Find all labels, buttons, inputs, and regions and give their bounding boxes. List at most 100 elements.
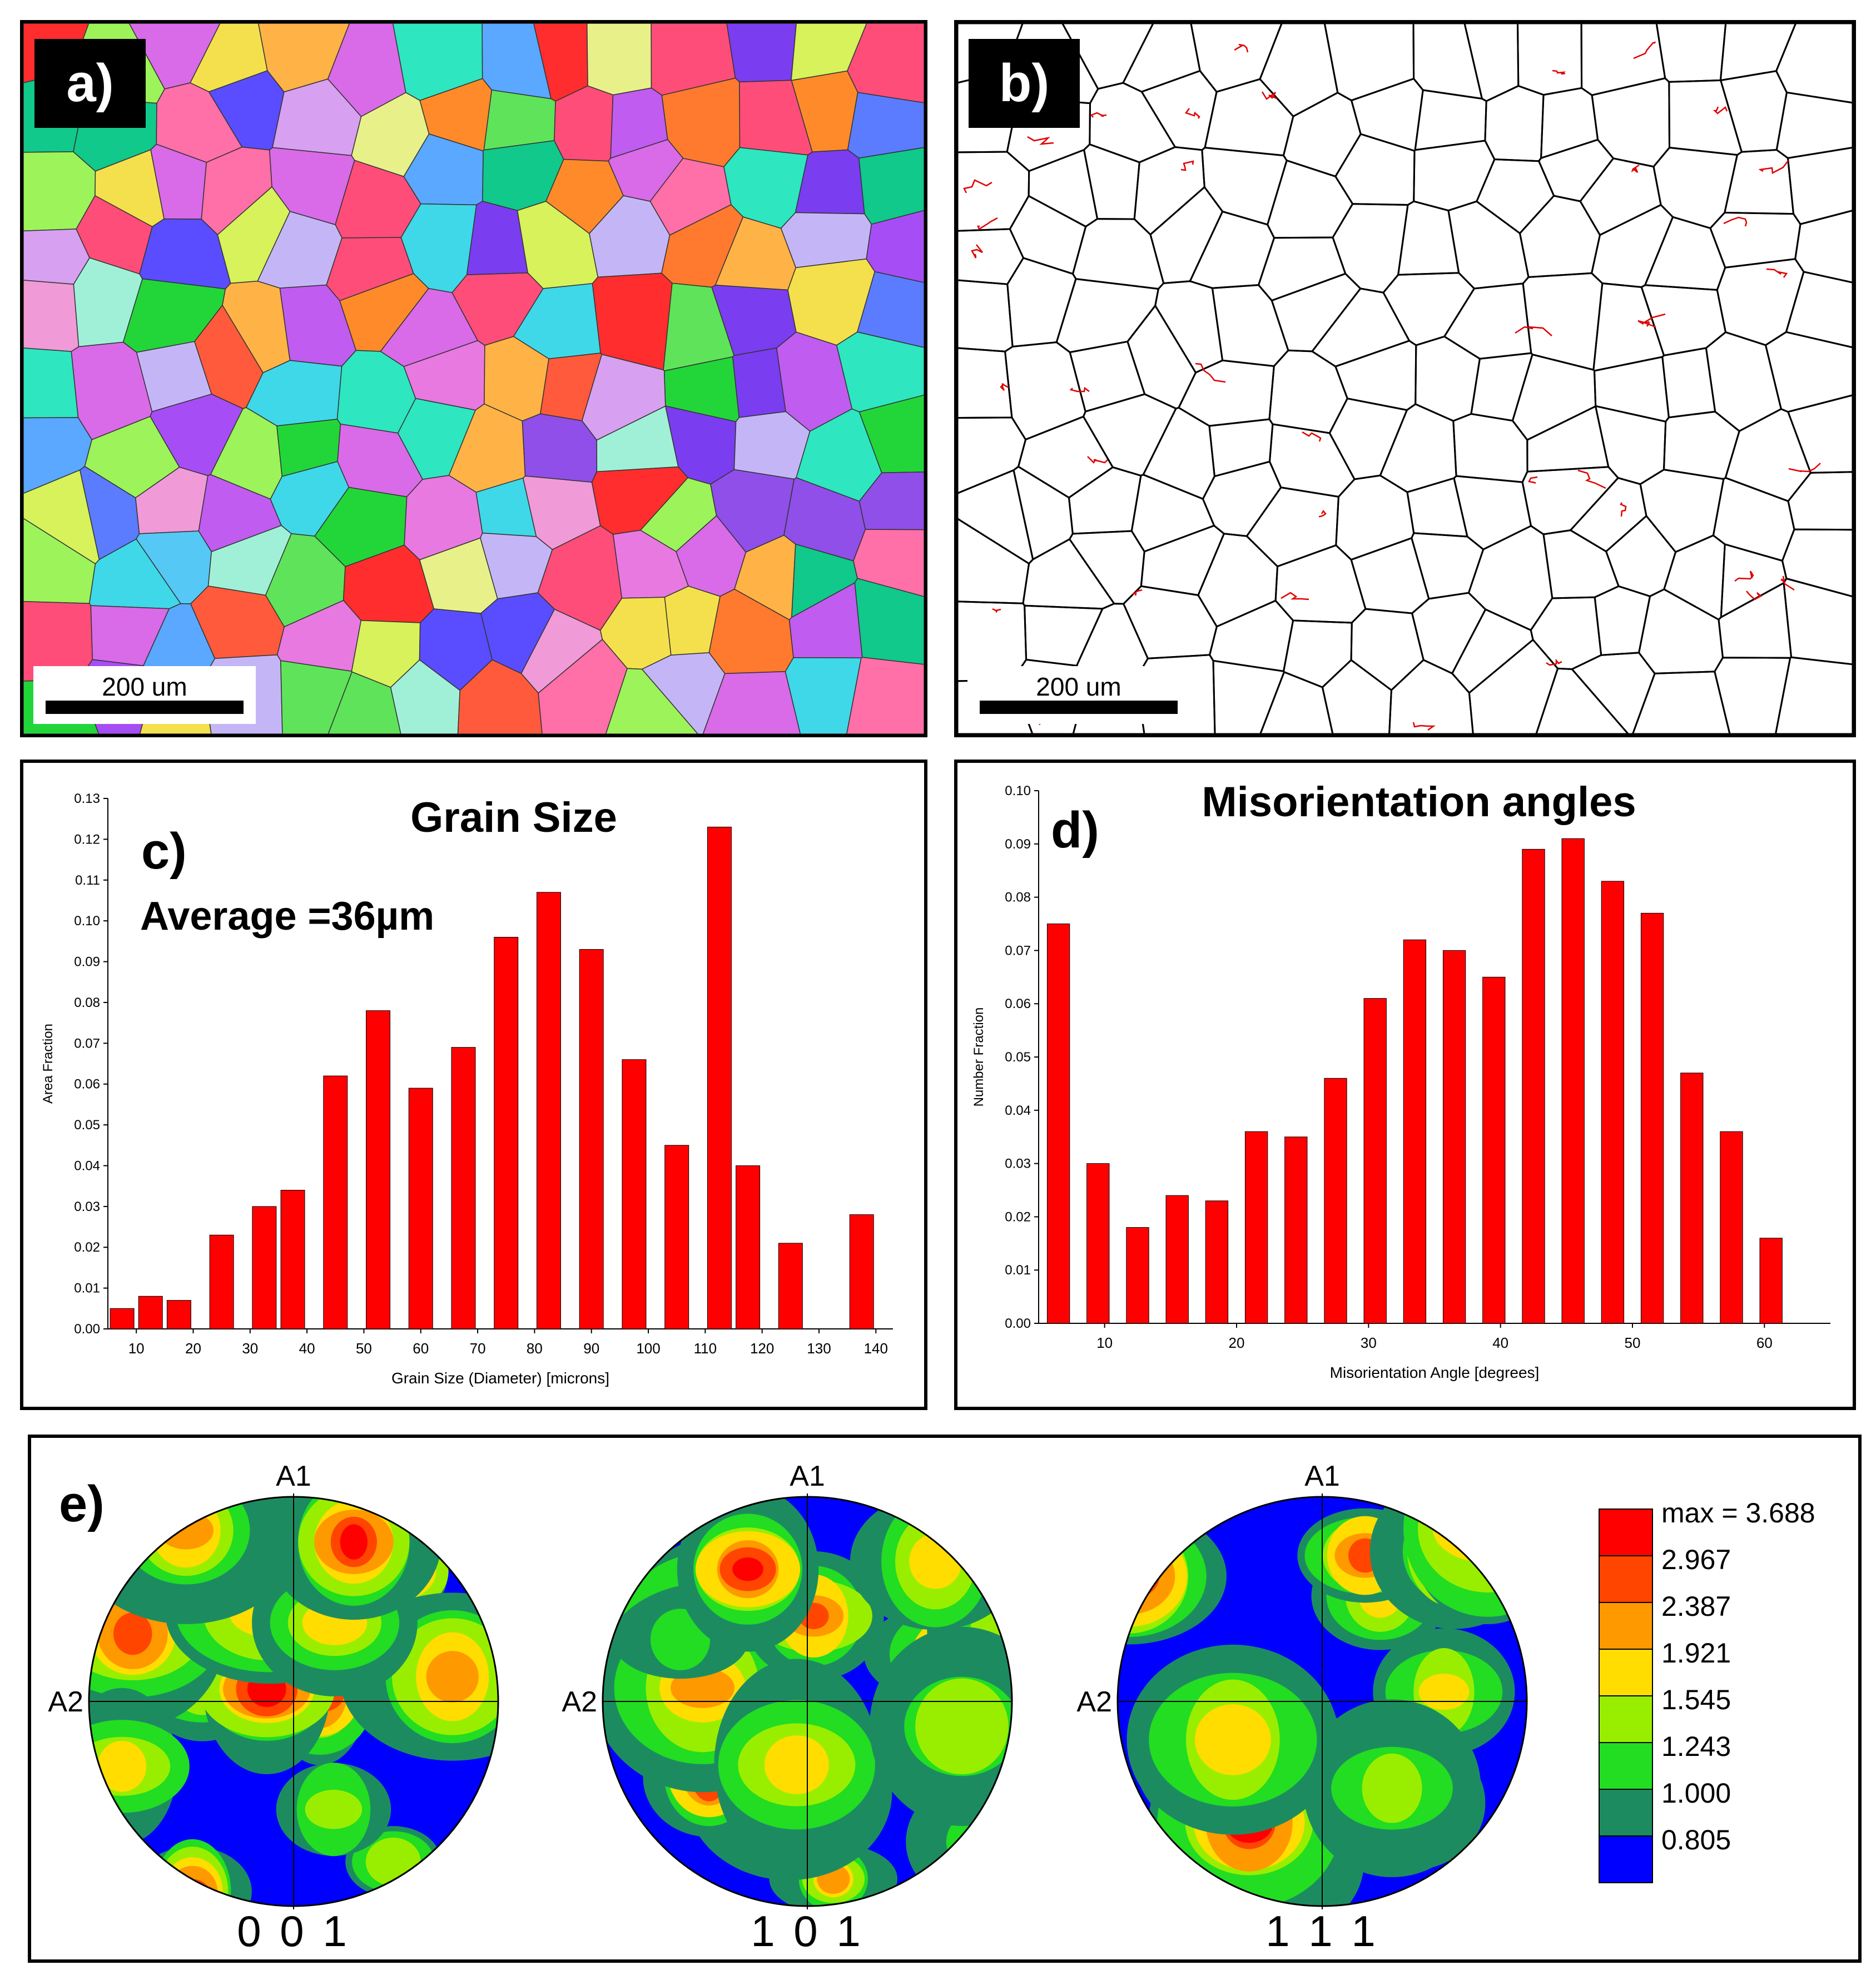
misorientation-bar (1324, 1078, 1347, 1324)
grain-boundary (1644, 216, 1726, 291)
grain-size-plot: 0.00 0.01 0.02 0.03 0.04 0.05 0.06 0.07 0.08 0.09… (41, 791, 893, 1387)
low-angle-boundary (1180, 160, 1194, 171)
grain-boundary (1467, 525, 1554, 632)
grain-boundary (1283, 619, 1353, 688)
grain-boundary (1311, 287, 1411, 368)
grain-boundary (1208, 599, 1294, 672)
grain-boundary (1397, 200, 1460, 276)
grain-size-y-tick-label: 0.11 (75, 873, 100, 888)
grain-size-x-tick-label: 130 (807, 1340, 831, 1357)
density-contour (113, 1612, 152, 1655)
grain-size-y-tick-label: 0.08 (74, 995, 100, 1010)
misorientation-x-tick-label: 50 (1625, 1334, 1641, 1351)
low-angle-boundary (971, 244, 983, 259)
grain-boundary (957, 469, 1034, 565)
density-contour (764, 1735, 829, 1794)
panel-a-scale-line (46, 701, 244, 714)
grain-boundary (1140, 524, 1225, 597)
misorientation-x-tick-label: 60 (1756, 1334, 1773, 1351)
pole-figures: e) A1 A2 0 0 1 A1 A2 1 0 1 A1 A2 1 1 1 max = 3.68… (48, 1460, 1815, 1956)
grain-size-y-tick-label: 0.01 (74, 1281, 100, 1296)
grain-size-bar (736, 1165, 761, 1329)
grain-size-bar (323, 1075, 348, 1329)
panel-a-letter: a) (34, 39, 146, 128)
grain-size-y-label: Area Fraction (41, 1024, 56, 1104)
grain-boundary (1781, 528, 1853, 598)
grain-size-title: Grain Size (410, 794, 617, 841)
legend-swatch (1599, 1789, 1653, 1837)
low-angle-boundary (1234, 43, 1249, 53)
misorientation-y-tick-label: 0.03 (1005, 1157, 1031, 1172)
grain-boundary (1379, 403, 1457, 493)
grain-boundary (1332, 203, 1409, 294)
grain-boundary (1655, 23, 1727, 83)
pole-figure-a1-label: A1 (1304, 1460, 1340, 1492)
grain-boundary (1518, 195, 1601, 278)
legend-swatch (1599, 1555, 1653, 1603)
grain-boundary (1212, 659, 1286, 734)
misorientation-bar (1759, 1238, 1783, 1324)
grain-boundary (1764, 331, 1853, 413)
panel-b-letter: b) (969, 39, 1080, 128)
grain-boundary (1786, 394, 1853, 474)
misorientation-x-tick-label: 10 (1096, 1334, 1113, 1351)
density-contour (1118, 1552, 1160, 1600)
grain (847, 92, 924, 159)
pole-figure-legend: max = 3.688 2.967 2.387 1.921 1.545 1.243 1.00… (1599, 1497, 1815, 1883)
grain-boundary (1451, 608, 1534, 694)
grain-size-bar (664, 1145, 689, 1329)
grain-boundary (1321, 659, 1392, 734)
grain-boundary (1775, 91, 1853, 159)
grain-boundary (1022, 538, 1116, 610)
grain-size-y-tick-label: 0.02 (74, 1240, 100, 1255)
ipf-grain-map (23, 23, 924, 734)
density-contour (1454, 1502, 1522, 1555)
panel-b-scale-label: 200 um (1036, 672, 1121, 701)
grain-size-x-tick-label: 20 (185, 1340, 201, 1357)
grain-boundary (1068, 466, 1142, 535)
misorientation-x-tick-label: 20 (1229, 1334, 1245, 1351)
low-angle-boundary (1528, 476, 1538, 484)
legend-swatch (1599, 1649, 1653, 1696)
misorientation-bar (1680, 1073, 1704, 1324)
grain-boundary (1714, 657, 1791, 734)
grain-boundary (1017, 415, 1114, 499)
misorientation-bar (1522, 848, 1545, 1324)
misorientation-bar (1086, 1163, 1110, 1324)
low-angle-boundary (1577, 469, 1606, 489)
low-angle-boundary (1546, 658, 1562, 666)
grain-size-x-tick-label: 30 (242, 1340, 258, 1357)
density-contour (1194, 1704, 1271, 1775)
grain-boundary (1724, 408, 1812, 503)
grain-boundary (1569, 477, 1647, 553)
misorientation-y-tick-label: 0.10 (1005, 783, 1031, 798)
grain-size-x-tick-label: 140 (864, 1340, 888, 1357)
grain-boundary (1140, 70, 1218, 151)
misorientation-bar (1284, 1137, 1308, 1324)
low-angle-boundary (992, 608, 1001, 613)
grain (23, 280, 80, 352)
low-angle-boundary (1758, 160, 1789, 174)
legend-swatch (1599, 1602, 1653, 1650)
grain-size-y-tick-label: 0.07 (74, 1036, 100, 1051)
grain-size-bar (494, 937, 519, 1329)
grain-boundary (1201, 146, 1288, 226)
pole-figure-label: 0 0 1 (237, 1907, 350, 1956)
grain-boundary (1535, 667, 1630, 734)
misorientation-bar (1442, 950, 1466, 1324)
misorientation-x-tick-label: 30 (1361, 1334, 1377, 1351)
panel-b-scale-line (980, 701, 1178, 714)
panel-d-misorientation-chart: d) 0.00 0.01 0.02 0.03 0.04 0.05 0.06 0.07 0.08 0… (954, 760, 1856, 1410)
grain-boundary (1323, 23, 1415, 102)
legend-label: 1.000 (1661, 1778, 1731, 1809)
legend-swatch (1599, 1742, 1653, 1790)
low-angle-boundary (1515, 326, 1552, 336)
grain-boundary (1142, 406, 1215, 500)
low-angle-boundary (1643, 321, 1656, 328)
low-angle-boundary (1780, 575, 1795, 591)
grain-boundary (1257, 236, 1347, 302)
grain-size-bar (366, 1010, 391, 1329)
misorientation-y-tick-label: 0.01 (1005, 1263, 1031, 1278)
grain-boundary (1350, 77, 1424, 152)
grain (854, 578, 924, 665)
